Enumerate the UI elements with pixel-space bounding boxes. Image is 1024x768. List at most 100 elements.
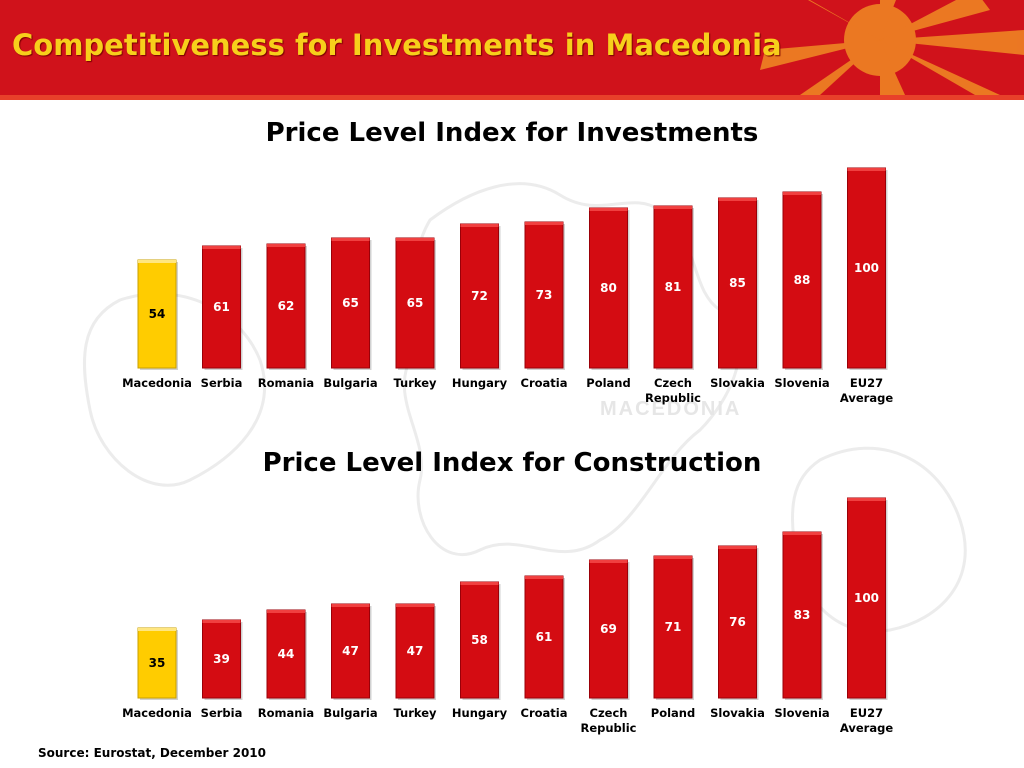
category-label: Macedonia	[122, 706, 192, 720]
bar-macedonia	[137, 259, 177, 369]
category-label: Turkey	[393, 376, 437, 390]
page-title: Competitiveness for Investments in Maced…	[12, 28, 782, 62]
bar-turkey	[395, 603, 435, 699]
bar-poland	[653, 555, 693, 699]
bar-hungary	[460, 581, 499, 699]
bar-top-highlight	[396, 604, 434, 607]
bar-top-highlight	[267, 610, 305, 613]
category-label: EU27 Average	[840, 376, 893, 405]
bar-top-highlight	[589, 560, 628, 563]
category-label: EU27 Average	[840, 706, 893, 735]
bar-value-label: 72	[471, 289, 488, 303]
category-label: Hungary	[452, 376, 508, 390]
bar-czech-republic	[653, 205, 693, 369]
category-label: Poland	[586, 376, 630, 390]
bar-value-label: 83	[794, 608, 811, 622]
bar-value-label: 44	[278, 647, 295, 661]
bar-value-label: 47	[407, 644, 424, 658]
bar-value-label: 100	[854, 261, 879, 275]
bar-value-label: 71	[665, 620, 682, 634]
bar-top-highlight	[138, 260, 176, 263]
bar-value-label: 100	[854, 591, 879, 605]
bar-top-highlight	[525, 576, 563, 579]
category-label: Czech Republic	[580, 706, 636, 735]
bar-top-highlight	[589, 208, 628, 211]
bar-top-highlight	[654, 206, 692, 209]
category-label: Bulgaria	[323, 376, 377, 390]
category-label: Czech Republic	[645, 376, 701, 405]
bar-macedonia	[137, 627, 177, 699]
bar-value-label: 39	[213, 652, 230, 666]
bar-hungary	[460, 223, 499, 369]
bar-top-highlight	[718, 546, 757, 549]
bar-value-label: 65	[342, 296, 359, 310]
category-label: Romania	[258, 706, 314, 720]
bar-top-highlight	[783, 192, 821, 195]
bar-top-highlight	[654, 556, 692, 559]
bar-value-label: 35	[149, 656, 166, 670]
category-label: Bulgaria	[323, 706, 377, 720]
category-label: Slovakia	[710, 376, 765, 390]
bar-top-highlight	[202, 620, 241, 623]
category-label: Hungary	[452, 706, 508, 720]
bar-top-highlight	[460, 224, 499, 227]
bar-top-highlight	[331, 604, 370, 607]
bar-top-highlight	[525, 222, 563, 225]
bar-croatia	[524, 221, 564, 369]
category-label: Croatia	[521, 706, 568, 720]
bar-top-highlight	[331, 238, 370, 241]
header-banner: Competitiveness for Investments in Maced…	[0, 0, 1024, 95]
sun-emblem-icon	[760, 0, 1024, 95]
source-note: Source: Eurostat, December 2010	[38, 746, 267, 760]
category-label: Croatia	[521, 376, 568, 390]
category-label: Romania	[258, 376, 314, 390]
bar-value-label: 85	[729, 276, 746, 290]
bar-serbia	[202, 245, 241, 369]
category-label: Slovenia	[774, 706, 829, 720]
category-label: Macedonia	[122, 376, 192, 390]
bar-turkey	[395, 237, 435, 369]
bar-value-label: 61	[213, 300, 230, 314]
bar-bulgaria	[331, 237, 370, 369]
bar-value-label: 80	[600, 281, 617, 295]
bar-poland	[589, 207, 628, 369]
bar-romania	[266, 243, 306, 369]
bar-top-highlight	[847, 498, 886, 501]
investments-bar-chart: 54 Macedonia 61 Serbia 62 Romania 65 Bulgaria 65…	[122, 167, 893, 405]
bar-top-highlight	[396, 238, 434, 241]
bar-value-label: 58	[471, 633, 488, 647]
category-label: Poland	[651, 706, 695, 720]
bar-slovenia	[782, 531, 822, 699]
bar-croatia	[524, 575, 564, 699]
category-label: Serbia	[201, 376, 243, 390]
bar-value-label: 62	[278, 299, 295, 313]
chart2-title: Price Level Index for Construction	[262, 448, 762, 478]
bar-value-label: 73	[536, 288, 553, 302]
bar-value-label: 81	[665, 280, 682, 294]
bar-slovakia	[718, 197, 757, 369]
bar-top-highlight	[718, 198, 757, 201]
background-map-watermark: MACEDONIA	[82, 182, 967, 633]
bar-top-highlight	[783, 532, 821, 535]
chart1-title: Price Level Index for Investments	[265, 118, 759, 148]
construction-bar-chart: 35 Macedonia 39 Serbia 44 Romania 47 Bulgaria 47…	[122, 497, 893, 735]
category-label: Slovakia	[710, 706, 765, 720]
bar-slovenia	[782, 191, 822, 369]
bar-bulgaria	[331, 603, 370, 699]
bar-value-label: 76	[729, 615, 746, 629]
bar-serbia	[202, 619, 241, 699]
bar-top-highlight	[267, 244, 305, 247]
bar-romania	[266, 609, 306, 699]
bar-top-highlight	[202, 246, 241, 249]
bar-top-highlight	[138, 628, 176, 631]
background-map-label: MACEDONIA	[600, 398, 741, 420]
bar-value-label: 47	[342, 644, 359, 658]
category-label: Slovenia	[774, 376, 829, 390]
bar-top-highlight	[460, 582, 499, 585]
bar-value-label: 69	[600, 622, 617, 636]
bar-value-label: 61	[536, 630, 553, 644]
bar-top-highlight	[847, 168, 886, 171]
category-label: Serbia	[201, 706, 243, 720]
bar-value-label: 65	[407, 296, 424, 310]
header-divider	[0, 95, 1024, 100]
